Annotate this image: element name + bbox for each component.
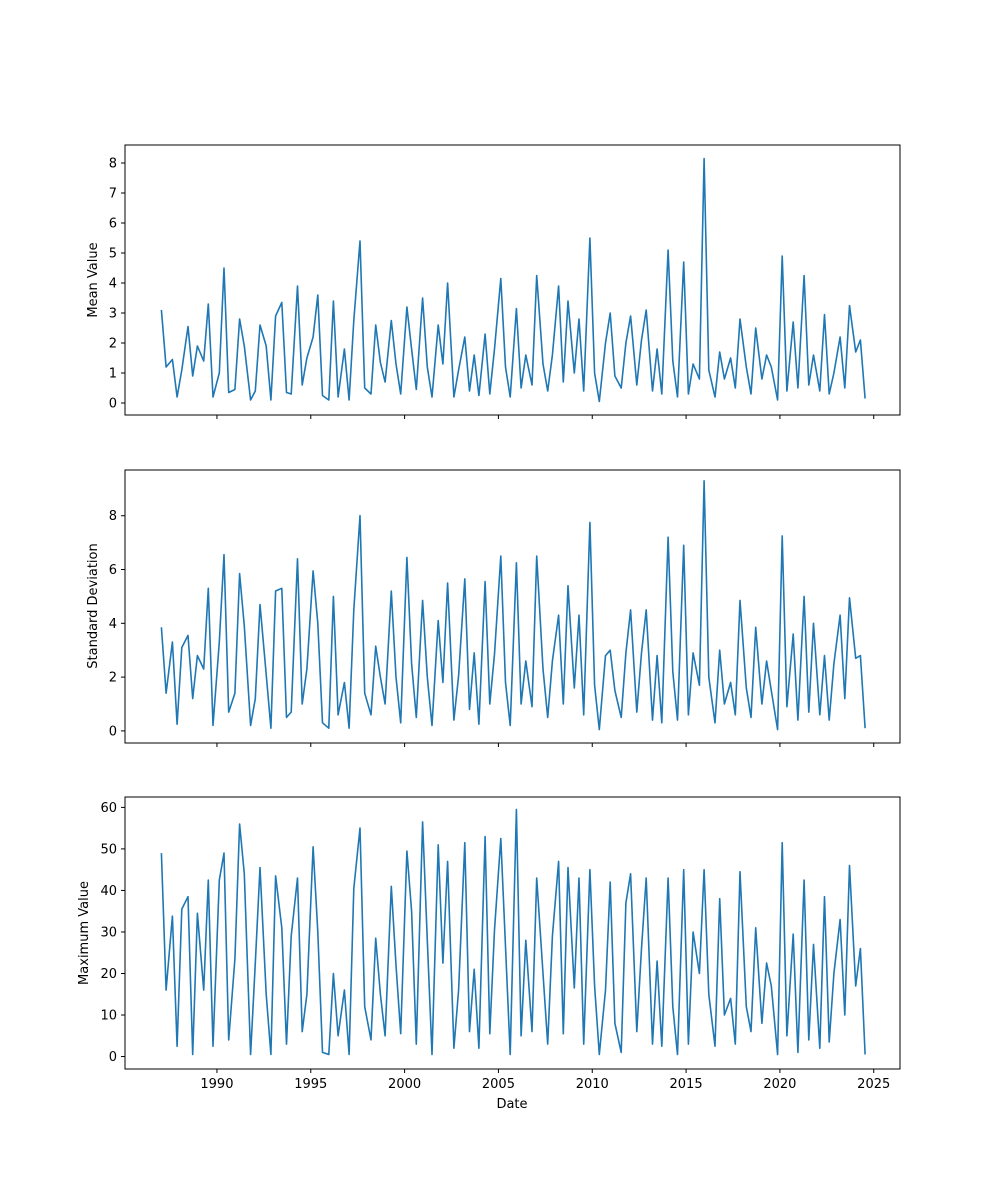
maximum-value-panel: Maximum Value 0 10 20 30 40 50 60 1990 1995 2000… (77, 796, 901, 1092)
standard-deviation-panel: Standard Deviation 0 2 4 6 8 (86, 469, 901, 747)
maximum-value-y-tick-label: 60 (100, 801, 117, 816)
mean-value-y-tick-label: 4 (109, 277, 117, 292)
x-tick-label: 2020 (763, 1077, 796, 1092)
standard-deviation-axes-frame (124, 469, 901, 744)
mean-value-y-tick-label: 3 (109, 307, 117, 322)
maximum-value-y-tick-label: 30 (100, 925, 117, 940)
x-tick-label: 1990 (200, 1077, 233, 1092)
mean-value-panel: Mean Value 0 1 2 3 4 5 6 7 8 (86, 144, 901, 419)
x-tick-label: 2010 (576, 1077, 609, 1092)
x-tick-label: 2005 (482, 1077, 515, 1092)
x-tick-label: 2015 (670, 1077, 703, 1092)
mean-value-y-tick-label: 0 (109, 397, 117, 412)
x-tick-label: 1995 (294, 1077, 327, 1092)
mean-value-axes-frame (124, 144, 901, 416)
x-tick-label: 2000 (388, 1077, 421, 1092)
maximum-value-y-tick-label: 40 (100, 884, 117, 899)
maximum-value-axes-frame (124, 796, 901, 1070)
mean-value-y-tick-label: 8 (109, 157, 117, 172)
mean-value-y-tick-label: 6 (109, 217, 117, 232)
x-tick-label: 2025 (857, 1077, 890, 1092)
maximum-value-y-tick-label: 20 (100, 967, 117, 982)
standard-deviation-series-line (160, 480, 866, 731)
mean-value-y-tick-label: 2 (109, 337, 117, 352)
maximum-value-series-line (160, 808, 866, 1056)
maximum-value-ylabel: Maximum Value (77, 881, 92, 985)
mean-value-ylabel: Mean Value (86, 242, 101, 317)
standard-deviation-y-tick-label: 0 (109, 724, 117, 739)
maximum-value-y-tick-label: 50 (100, 842, 117, 857)
maximum-value-y-tick-label: 10 (100, 1009, 117, 1024)
standard-deviation-y-tick-label: 6 (109, 563, 117, 578)
standard-deviation-ylabel: Standard Deviation (86, 543, 101, 668)
mean-value-y-tick-label: 1 (109, 367, 117, 382)
mean-value-y-tick-label: 7 (109, 187, 117, 202)
mean-value-y-tick-label: 5 (109, 247, 117, 262)
standard-deviation-y-tick-label: 8 (109, 509, 117, 524)
standard-deviation-y-tick-label: 2 (109, 671, 117, 686)
maximum-value-y-tick-label: 0 (109, 1050, 117, 1065)
mean-value-series-line (160, 157, 866, 403)
standard-deviation-y-tick-label: 4 (109, 617, 117, 632)
x-axis-label: Date (496, 1097, 527, 1112)
